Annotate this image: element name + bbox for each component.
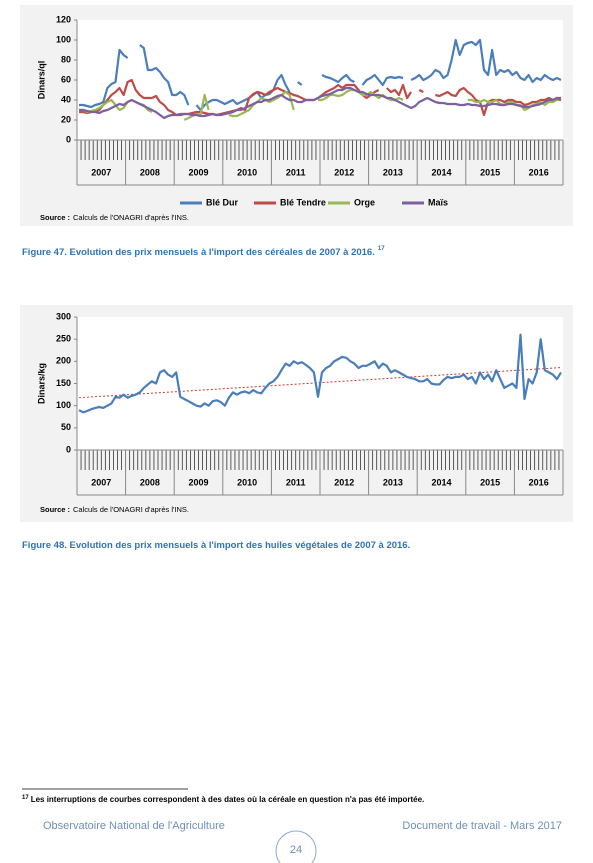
x-group-label: 2016: [529, 167, 549, 177]
source-label: Source :: [40, 505, 70, 514]
y-tick-label: 60: [61, 74, 71, 84]
x-group-label: 2007: [91, 167, 111, 177]
y-tick-label: 150: [56, 378, 71, 388]
series-line: [78, 333, 562, 414]
y-tick-label: 120: [56, 14, 71, 24]
x-group-label: 2011: [286, 167, 306, 177]
source-text: Calculs de l'ONAGRI d'après l'INS.: [73, 213, 189, 222]
y-tick-label: 80: [61, 54, 71, 64]
x-group-label: 2008: [140, 167, 160, 177]
x-group-label: 2015: [480, 167, 500, 177]
y-tick-label: 200: [56, 356, 71, 366]
y-tick-label: 0: [66, 444, 71, 454]
series-line: [79, 86, 562, 120]
footer-right: Document de travail - Mars 2017: [402, 820, 562, 832]
footnote: 17 Les interruptions de courbes correspon…: [22, 795, 424, 805]
x-group-label: 2010: [237, 477, 257, 487]
legend-label: Maïs: [428, 197, 448, 207]
y-tick-label: 250: [56, 334, 71, 344]
source-note: Source : Calculs de l'ONAGRI d'après l'IN…: [40, 213, 189, 222]
footnote-number: 17: [22, 795, 29, 801]
caption-ref: 17: [378, 246, 385, 252]
y-tick-label: 100: [56, 34, 71, 44]
caption-text: Figure 48. Evolution des prix mensuels à…: [22, 540, 410, 551]
x-group-label: 2007: [91, 477, 111, 487]
legend-label: Blé Dur: [206, 197, 239, 207]
figure-caption: Figure 47. Evolution des prix mensuels à…: [22, 246, 385, 258]
x-group-label: 2013: [383, 167, 403, 177]
x-group-label: 2010: [237, 167, 257, 177]
footer-left: Observatoire National de l'Agriculture: [43, 820, 225, 832]
x-group-label: 2013: [383, 477, 403, 487]
y-tick-label: 50: [61, 422, 71, 432]
caption-text: Figure 47. Evolution des prix mensuels à…: [22, 247, 375, 258]
x-group-label: 2008: [140, 477, 160, 487]
footnote-text: Les interruptions de courbes corresponde…: [31, 795, 425, 804]
y-tick-label: 20: [61, 114, 71, 124]
page-badge: [275, 830, 317, 863]
x-group-label: 2011: [286, 477, 306, 487]
y-axis-label: Dinars/ql: [36, 61, 46, 100]
y-tick-label: 300: [56, 311, 71, 321]
source-label: Source :: [40, 213, 70, 222]
x-group-label: 2012: [334, 477, 354, 487]
x-group-label: 2009: [188, 477, 208, 487]
source-note: Source : Calculs de l'ONAGRI d'après l'IN…: [40, 505, 189, 514]
x-group-label: 2015: [480, 477, 500, 487]
x-group-label: 2009: [188, 167, 208, 177]
legend-label: Blé Tendre: [280, 197, 326, 207]
series-line: [79, 38, 562, 112]
figure-caption: Figure 48. Evolution des prix mensuels à…: [22, 540, 410, 551]
plot-area: [77, 20, 563, 140]
x-group-label: 2016: [529, 477, 549, 487]
y-axis-label: Dinars/kg: [36, 363, 46, 404]
source-text: Calculs de l'ONAGRI d'après l'INS.: [73, 505, 189, 514]
legend-label: Orge: [354, 197, 375, 207]
x-group-label: 2012: [334, 167, 354, 177]
y-tick-label: 40: [61, 94, 71, 104]
y-tick-label: 0: [66, 134, 71, 144]
x-group-label: 2014: [431, 477, 451, 487]
x-group-label: 2014: [431, 167, 451, 177]
y-tick-label: 100: [56, 400, 71, 410]
page-number: 24: [290, 844, 302, 856]
